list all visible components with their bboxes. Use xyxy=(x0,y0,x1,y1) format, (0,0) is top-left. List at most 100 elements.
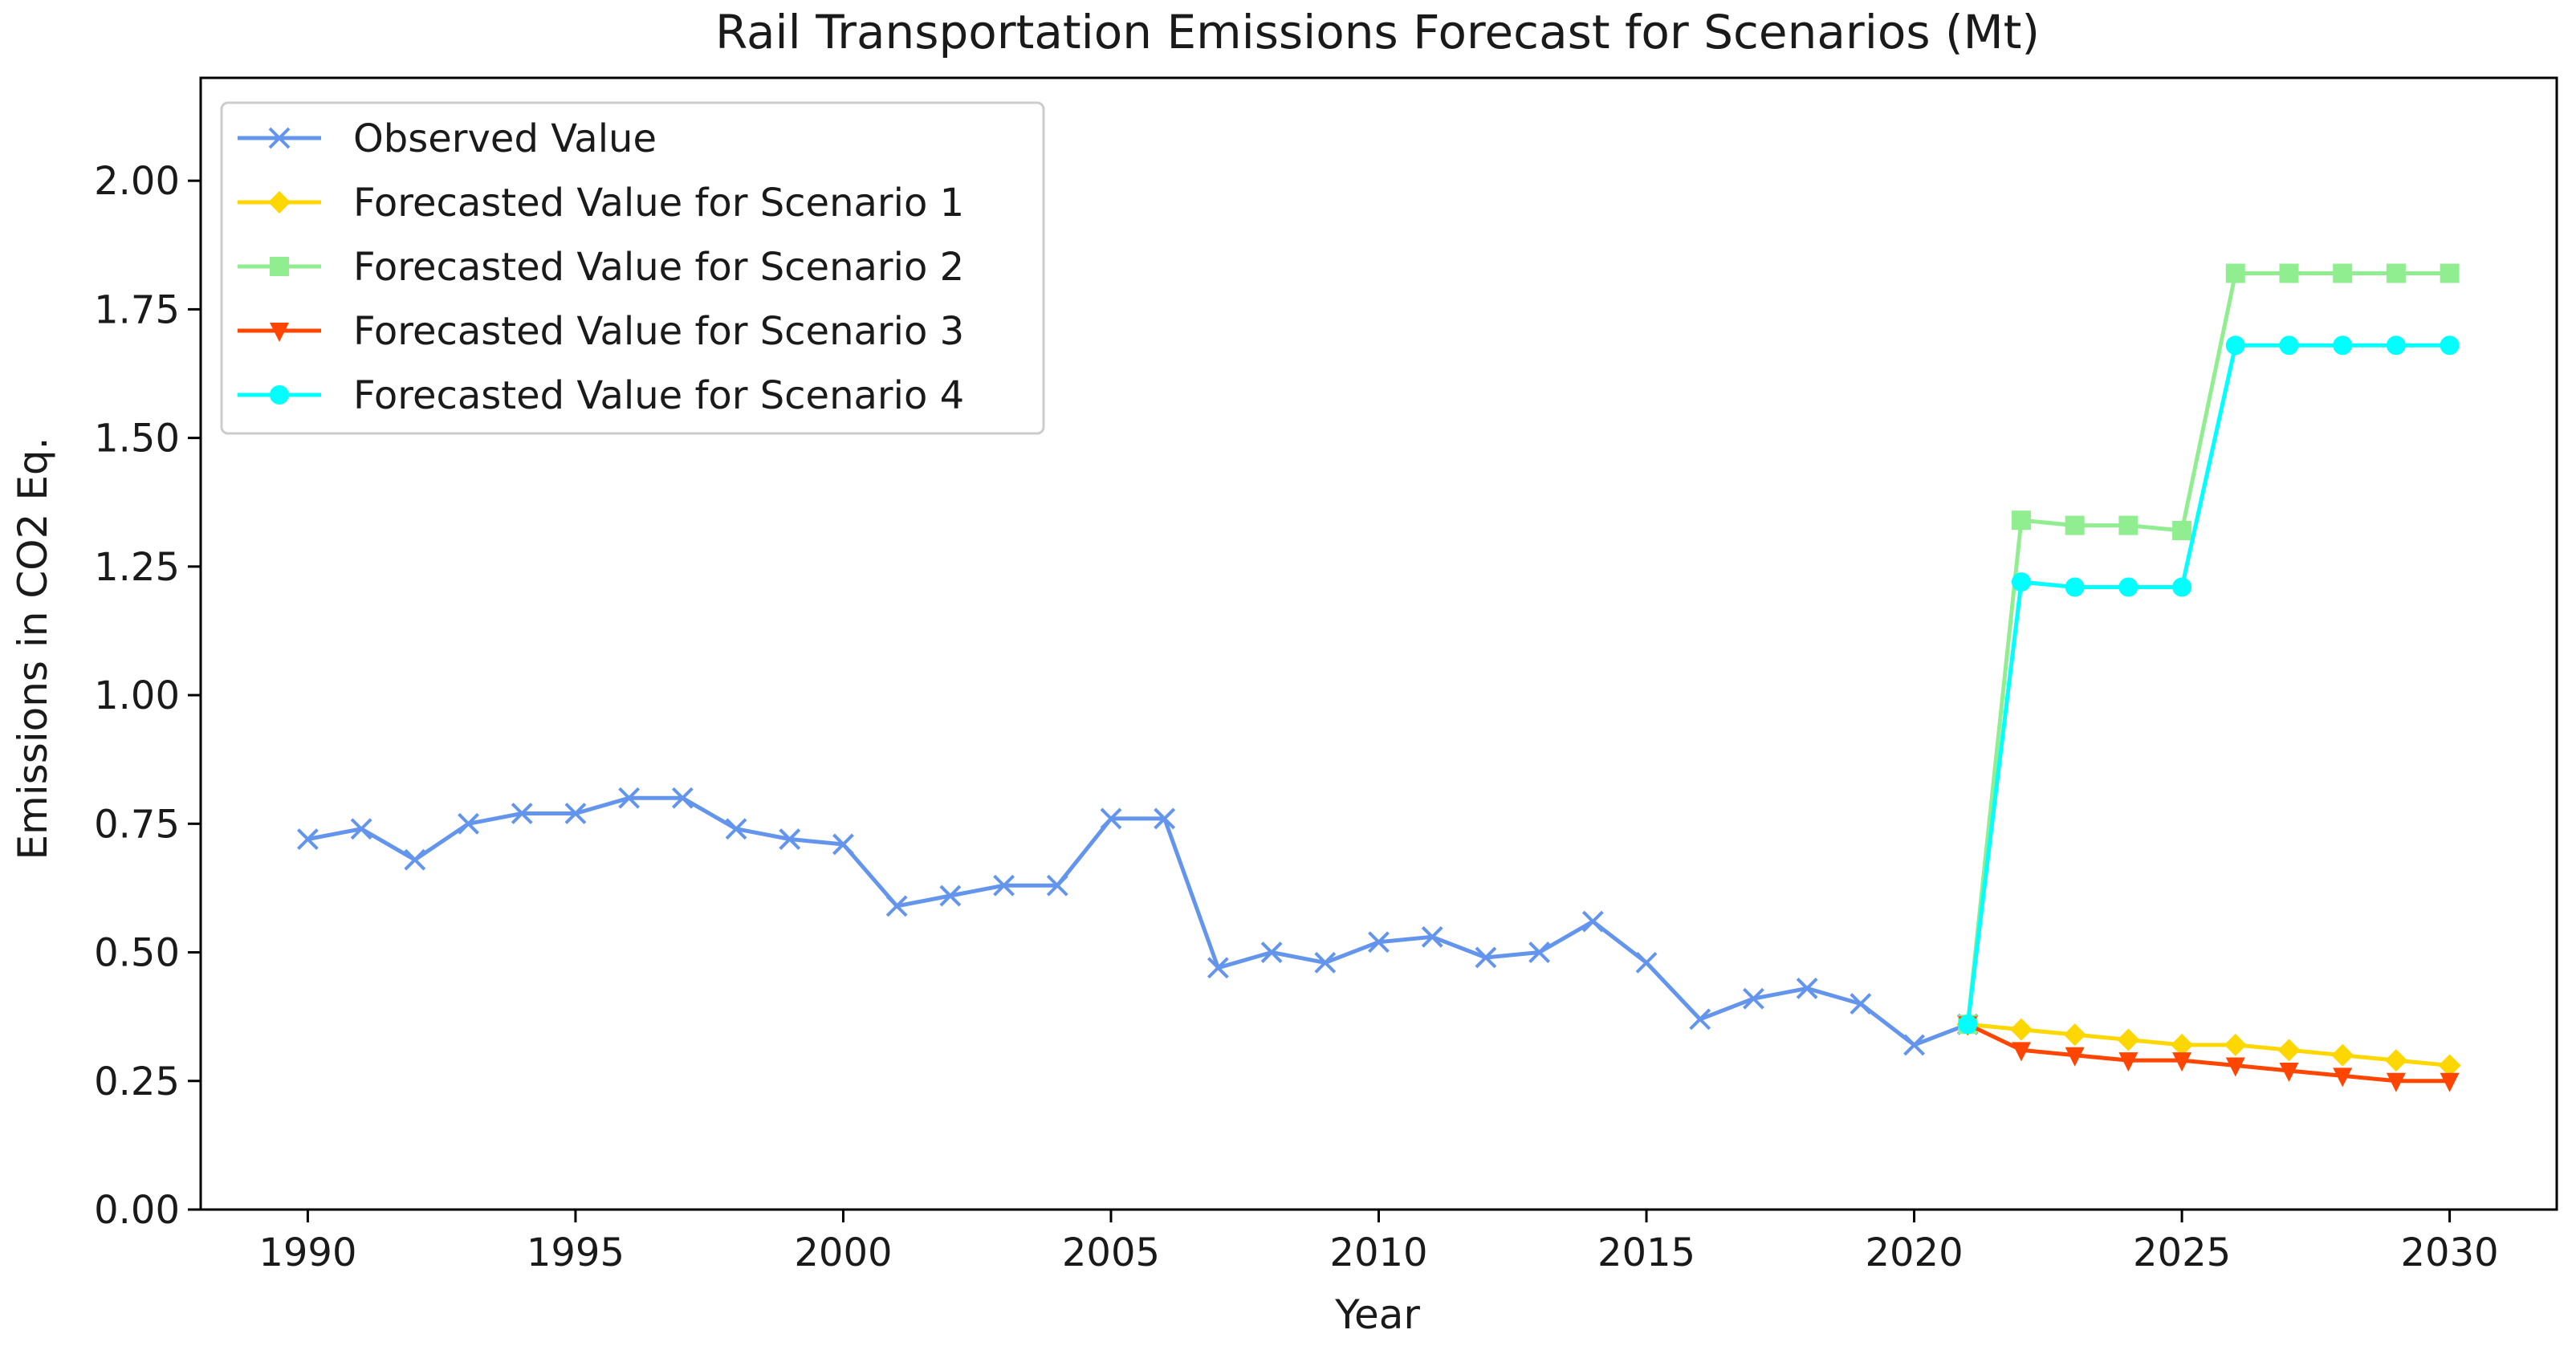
series-1-point xyxy=(671,787,694,809)
legend-label: Forecasted Value for Scenario 2 xyxy=(353,245,964,290)
series-1-point xyxy=(296,828,319,850)
x-axis-label: Year xyxy=(1334,1291,1420,1338)
x-tick-label: 1990 xyxy=(258,1230,356,1275)
series-4-point xyxy=(2440,1072,2460,1092)
series-1-point xyxy=(1689,1008,1711,1031)
y-tick-label: 1.00 xyxy=(94,673,180,718)
series-2-point xyxy=(2277,1039,2301,1062)
x-tick-label: 2005 xyxy=(1062,1230,1160,1275)
series-1-point xyxy=(511,803,533,824)
y-tick-label: 0.50 xyxy=(94,931,180,976)
series-2-point xyxy=(2384,1049,2407,1072)
series-5-point xyxy=(2118,577,2139,597)
series-4-point xyxy=(2386,1072,2406,1092)
series-1-point xyxy=(939,884,962,907)
series-5-point xyxy=(2065,577,2085,597)
series-1-point xyxy=(1260,941,1283,963)
series-4-point xyxy=(2065,1047,2085,1067)
legend-label: Forecasted Value for Scenario 4 xyxy=(353,373,964,418)
series-1-point xyxy=(1796,977,1818,999)
legend-label: Forecasted Value for Scenario 1 xyxy=(353,181,964,226)
series-3-point xyxy=(2440,263,2460,283)
series-3-point xyxy=(2065,515,2085,535)
y-tick-label: 0.25 xyxy=(94,1059,180,1104)
series-5-point xyxy=(2386,335,2406,356)
series-1-point xyxy=(1581,910,1604,933)
x-tick-label: 2020 xyxy=(1865,1230,1963,1275)
series-5-point xyxy=(2225,335,2245,356)
series-3-point xyxy=(2386,263,2406,283)
series-2-point xyxy=(2171,1033,2194,1056)
series-1-point xyxy=(1368,931,1390,954)
series-4-point xyxy=(2225,1057,2245,1077)
series-2-point xyxy=(2331,1043,2354,1067)
series-3-line xyxy=(1965,271,2450,1025)
series-3-point xyxy=(2279,263,2299,283)
series-1-point xyxy=(1635,951,1658,974)
series-5-line xyxy=(1965,343,2450,1025)
axis-ticks: 1990 1995 2000 2005 2010 2015 2020 2025 2030 0.00… xyxy=(94,159,2499,1275)
series-2-line xyxy=(1968,1022,2450,1067)
series-5 xyxy=(1958,335,2460,1035)
series-1-point xyxy=(1207,957,1229,979)
series-4-point xyxy=(2172,1052,2192,1072)
x-tick-label: 1995 xyxy=(527,1230,625,1275)
series-5-point xyxy=(2333,335,2353,356)
series-5-point xyxy=(2011,572,2031,592)
series-1-point xyxy=(618,787,641,809)
y-tick-label: 1.25 xyxy=(94,545,180,590)
series-2-point xyxy=(2224,1033,2247,1056)
series-1-point xyxy=(1421,925,1443,948)
y-tick-label: 0.75 xyxy=(94,802,180,847)
plot-frame xyxy=(199,76,2558,1211)
series-1-point xyxy=(1100,807,1122,830)
x-tick-label: 2015 xyxy=(1597,1230,1695,1275)
series-4-point xyxy=(2011,1042,2031,1062)
legend: Observed Value Forecasted Value for Scena… xyxy=(220,101,1045,435)
series-1-point xyxy=(350,818,372,840)
series-1-point xyxy=(885,895,908,917)
series-3-point xyxy=(2333,263,2353,283)
legend-swatch-marker xyxy=(268,127,291,149)
y-axis-label: Emissions in CO2 Eq. xyxy=(10,437,56,860)
series-5-point xyxy=(1958,1015,1978,1035)
series-1-point xyxy=(1528,941,1551,963)
series-3-point xyxy=(2011,510,2031,531)
series-1-point xyxy=(1154,807,1176,830)
chart-title: Rail Transportation Emissions Forecast f… xyxy=(715,5,2040,59)
series-1-point xyxy=(1903,1034,1925,1056)
legend-label: Observed Value xyxy=(353,116,657,161)
series-3-point xyxy=(2225,263,2245,283)
y-tick-label: 2.00 xyxy=(94,159,180,204)
legend-swatch-marker xyxy=(268,191,291,213)
series-3-point xyxy=(2172,521,2192,540)
series-2-point xyxy=(2063,1023,2086,1047)
series-1-point xyxy=(1314,951,1337,974)
series-1-point xyxy=(993,874,1015,897)
series-1-point xyxy=(404,848,426,871)
x-tick-label: 2030 xyxy=(2401,1230,2499,1275)
series-2-point xyxy=(2438,1054,2461,1077)
series-1-point xyxy=(564,803,587,824)
series-4-point xyxy=(2118,1052,2139,1072)
series-2-point xyxy=(2117,1028,2140,1051)
legend-swatch-marker xyxy=(270,323,289,342)
series-1-point xyxy=(1850,993,1872,1015)
series-1-point xyxy=(725,818,747,840)
series-3-point xyxy=(2118,515,2139,535)
y-tick-label: 0.00 xyxy=(94,1188,180,1233)
series-4-point xyxy=(2333,1067,2353,1088)
series-1-point xyxy=(1743,987,1764,1010)
series-5-point xyxy=(2279,335,2299,356)
series-1-point xyxy=(1046,874,1068,897)
legend-swatch-marker xyxy=(270,257,289,276)
series-4-line xyxy=(1967,1023,2450,1084)
series-1-point xyxy=(1475,946,1497,969)
x-tick-label: 2025 xyxy=(2133,1230,2231,1275)
y-tick-label: 1.75 xyxy=(94,287,180,332)
legend-box xyxy=(220,101,1045,435)
series-4-point xyxy=(2279,1062,2299,1082)
legend-label: Forecasted Value for Scenario 3 xyxy=(353,309,964,354)
